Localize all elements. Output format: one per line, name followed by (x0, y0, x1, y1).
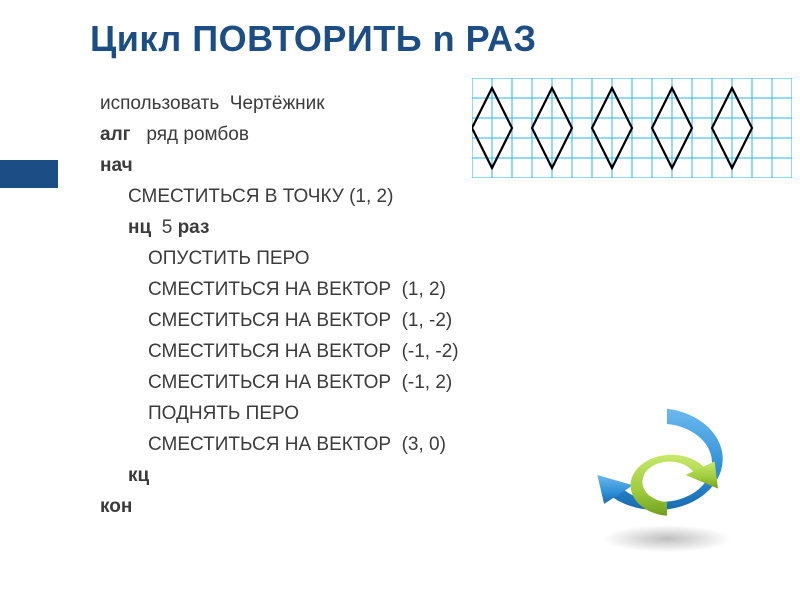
code-line: алг ряд ромбов (100, 119, 459, 150)
keyword: нач (100, 150, 459, 181)
page-title: Цикл ПОВТОРИТЬ n РАЗ (90, 18, 537, 60)
keyword: раз (178, 217, 210, 238)
keyword: кц (100, 460, 459, 491)
code-line: ОПУСТИТЬ ПЕРО (100, 243, 459, 274)
keyword: нц (128, 217, 151, 238)
code-line: ПОДНЯТЬ ПЕРО (100, 398, 459, 429)
code-line: СМЕСТИТЬСЯ В ТОЧКУ (1, 2) (100, 181, 459, 212)
code-line: СМЕСТИТЬСЯ НА ВЕКТОР (1, 2) (100, 274, 459, 305)
code-text: 5 (151, 217, 177, 238)
code-text: ряд ромбов (131, 124, 249, 145)
keyword: алг (100, 124, 131, 145)
code-line: нц 5 раз (100, 212, 459, 243)
code-line: СМЕСТИТЬСЯ НА ВЕКТОР (-1, 2) (100, 367, 459, 398)
code-line: СМЕСТИТЬСЯ НА ВЕКТОР (-1, -2) (100, 336, 459, 367)
algorithm-code: использовать Чертёжник алг ряд ромбов на… (100, 88, 459, 522)
cycle-arrows-icon (582, 390, 752, 560)
code-line: СМЕСТИТЬСЯ НА ВЕКТОР (1, -2) (100, 305, 459, 336)
keyword: кон (100, 491, 459, 522)
code-line: СМЕСТИТЬСЯ НА ВЕКТОР (3, 0) (100, 429, 459, 460)
accent-bar (0, 160, 58, 188)
rhombus-diagram (472, 78, 792, 178)
code-line: использовать Чертёжник (100, 88, 459, 119)
